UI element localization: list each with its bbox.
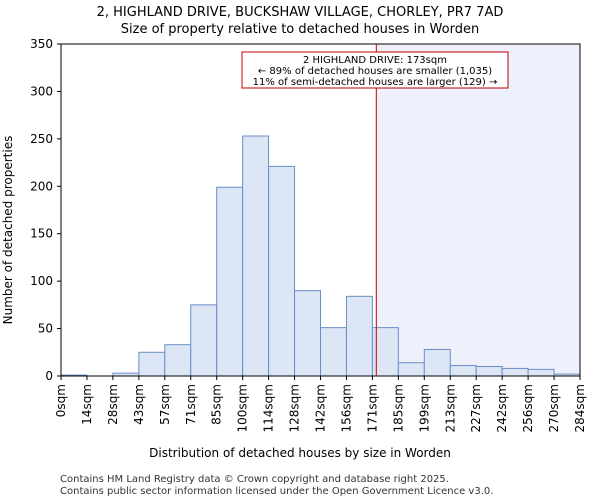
highlight-region bbox=[376, 44, 580, 376]
annotation-line-1: 2 HIGHLAND DRIVE: 173sqm bbox=[303, 55, 447, 66]
annotation-box bbox=[241, 51, 509, 89]
x-tick-label: 71sqm bbox=[184, 384, 198, 425]
bar bbox=[527, 368, 555, 377]
x-tick-label: 156sqm bbox=[339, 384, 353, 432]
footer-line-2: Contains public sector information licen… bbox=[60, 486, 493, 497]
x-tick-label: 213sqm bbox=[443, 384, 457, 432]
bar bbox=[164, 344, 192, 377]
y-tick-label: 150 bbox=[30, 227, 53, 241]
x-tick-label: 57sqm bbox=[158, 384, 172, 425]
x-tick-label: 114sqm bbox=[262, 384, 276, 432]
chart-title: 2, HIGHLAND DRIVE, BUCKSHAW VILLAGE, CHO… bbox=[97, 5, 504, 20]
x-tick-label: 256sqm bbox=[521, 384, 535, 432]
bar bbox=[190, 304, 218, 377]
y-tick-label: 350 bbox=[30, 37, 53, 51]
x-tick-label: 85sqm bbox=[210, 384, 224, 425]
bar bbox=[475, 366, 503, 377]
bar bbox=[268, 165, 296, 377]
chart-subtitle: Size of property relative to detached ho… bbox=[121, 22, 479, 37]
y-tick-label: 300 bbox=[30, 84, 53, 98]
annotation-line-2: ← 89% of detached houses are smaller (1,… bbox=[258, 66, 492, 77]
x-tick-label: 270sqm bbox=[547, 384, 561, 432]
y-tick-label: 100 bbox=[30, 274, 53, 288]
x-tick-label: 128sqm bbox=[288, 384, 302, 432]
bar bbox=[138, 351, 166, 377]
x-tick-label: 28sqm bbox=[106, 384, 120, 425]
x-tick-label: 14sqm bbox=[80, 384, 94, 425]
bar bbox=[345, 295, 373, 377]
bar bbox=[216, 186, 244, 377]
bar bbox=[397, 362, 425, 377]
x-tick-label: 185sqm bbox=[391, 384, 405, 432]
y-tick-label: 200 bbox=[30, 179, 53, 193]
plot-area: 0 50 100 150 200 250 300 350 0sqm 14sqm 28sqm 43sqm… bbox=[30, 37, 587, 432]
bar bbox=[423, 348, 451, 377]
x-tick-label: 0sqm bbox=[54, 384, 68, 417]
x-tick-label: 171sqm bbox=[365, 384, 379, 432]
x-tick-label: 199sqm bbox=[417, 384, 431, 432]
x-tick-label: 142sqm bbox=[314, 384, 328, 432]
x-tick-label: 227sqm bbox=[469, 384, 483, 432]
annotation-line-3: 11% of semi-detached houses are larger (… bbox=[253, 77, 498, 88]
bar bbox=[294, 290, 321, 377]
y-tick-label: 250 bbox=[30, 132, 53, 146]
x-axis-label: Distribution of detached houses by size … bbox=[149, 446, 451, 460]
x-tick-label: 242sqm bbox=[495, 384, 509, 432]
bar bbox=[320, 327, 347, 377]
x-tick-label: 100sqm bbox=[236, 384, 250, 432]
y-tick-label: 0 bbox=[45, 369, 53, 383]
footer-line-1: Contains HM Land Registry data © Crown c… bbox=[60, 474, 449, 485]
bar bbox=[501, 367, 529, 377]
y-tick-label: 50 bbox=[38, 322, 53, 336]
bar bbox=[449, 365, 477, 377]
x-tick-label: 43sqm bbox=[132, 384, 146, 425]
y-axis-label: Number of detached properties bbox=[1, 136, 15, 325]
bar bbox=[242, 135, 270, 377]
x-tick-label: 284sqm bbox=[573, 384, 587, 432]
